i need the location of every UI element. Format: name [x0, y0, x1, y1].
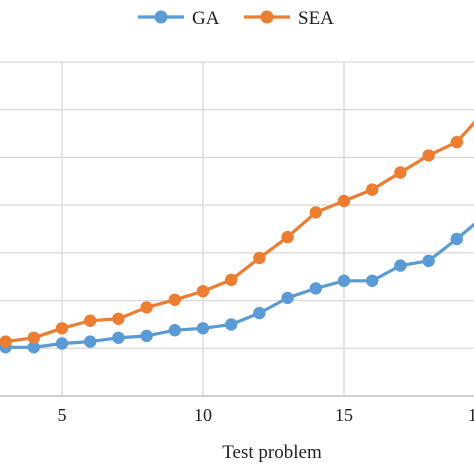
data-point-ga [55, 337, 69, 350]
data-point-sea [84, 314, 97, 327]
data-point-sea [0, 335, 12, 348]
series-line-ga [0, 222, 474, 350]
data-point-sea [366, 183, 379, 196]
x-tick-label: 15 [335, 405, 353, 425]
x-tick-label: 10 [194, 405, 212, 425]
chart-series [0, 120, 474, 354]
x-axis-tick-labels: 5 10 15 1 [58, 405, 474, 425]
x-tick-label: 5 [58, 405, 67, 425]
data-point-sea [281, 230, 294, 244]
data-point-sea [253, 251, 266, 265]
data-point-sea [309, 206, 322, 219]
x-axis-title: Test problem [222, 442, 322, 463]
data-point-ga [253, 306, 266, 320]
data-point-sea [55, 322, 69, 335]
x-tick-label-partial: 1 [468, 405, 474, 425]
data-point-ga [337, 274, 351, 287]
data-point-ga [281, 291, 294, 305]
data-point-sea [337, 194, 351, 208]
data-point-ga [140, 329, 153, 343]
data-point-sea [140, 301, 153, 314]
data-point-sea [168, 293, 181, 306]
data-point-ga [27, 341, 40, 354]
chart-grid [0, 61, 474, 397]
data-point-ga [309, 282, 322, 295]
data-point-sea [422, 149, 435, 162]
data-point-ga [450, 232, 463, 246]
legend-label: GA [192, 8, 220, 29]
data-point-ga [84, 335, 97, 348]
series-line-sea [0, 120, 474, 344]
legend-swatch-marker [260, 10, 274, 24]
data-point-sea [27, 331, 40, 344]
legend-label: SEA [298, 8, 334, 29]
data-point-sea [112, 312, 125, 325]
data-point-sea [450, 135, 463, 149]
data-point-ga [225, 318, 238, 331]
data-point-ga [366, 274, 379, 287]
legend-item-ga: GA [138, 8, 220, 29]
data-point-sea [196, 285, 210, 298]
data-point-sea [394, 166, 407, 179]
legend-item-sea: SEA [244, 8, 334, 29]
series-ga [0, 222, 474, 354]
legend-swatch-marker [154, 10, 168, 24]
data-point-ga [394, 259, 407, 272]
series-sea [0, 120, 474, 348]
data-point-ga [422, 254, 435, 268]
chart-legend: GA SEA [138, 8, 334, 29]
data-point-ga [112, 331, 125, 344]
data-point-ga [168, 324, 181, 337]
data-point-sea [225, 273, 238, 287]
data-point-ga [196, 322, 210, 335]
